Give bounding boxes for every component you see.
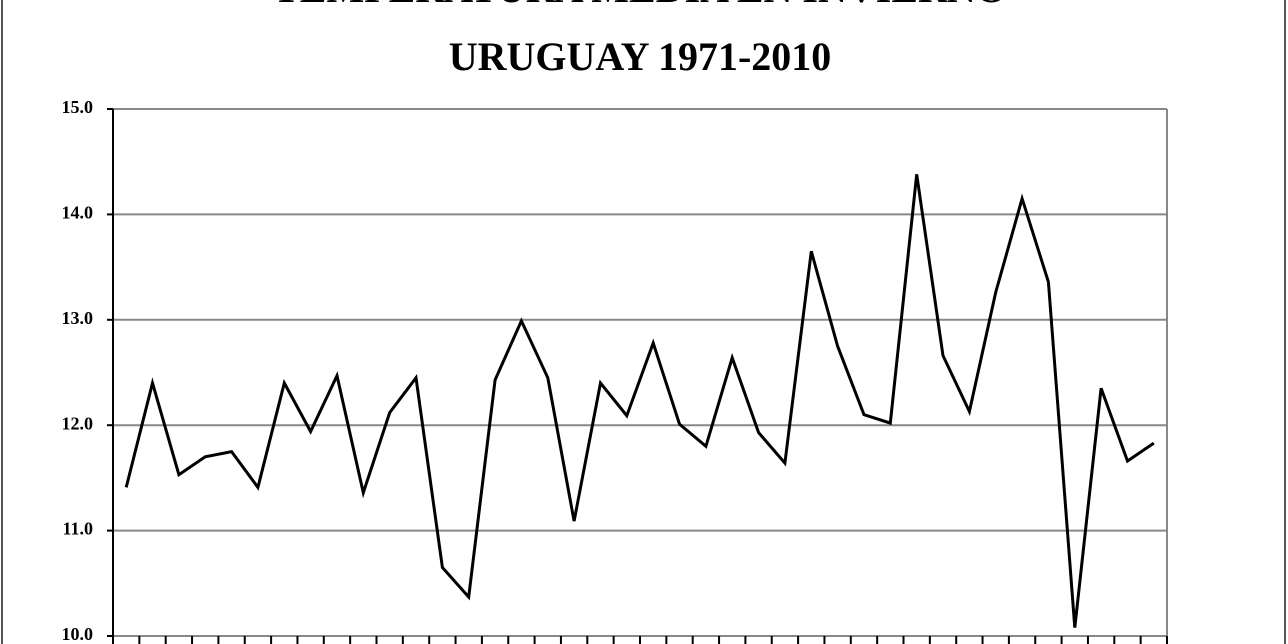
chart-title: URUGUAY 1971-2010: [449, 34, 832, 79]
y-tick-label: 14.0: [62, 203, 94, 223]
y-tick-label: 15.0: [62, 97, 94, 117]
y-tick-label: 13.0: [62, 308, 94, 328]
chart-title: TEMPERATURA MEDIA EN INVIERNO: [273, 0, 1007, 11]
data-line: [124, 174, 1155, 628]
y-tick-label: 10.0: [62, 624, 94, 644]
y-tick-label: 12.0: [62, 413, 94, 433]
y-tick-label: 11.0: [62, 519, 93, 539]
